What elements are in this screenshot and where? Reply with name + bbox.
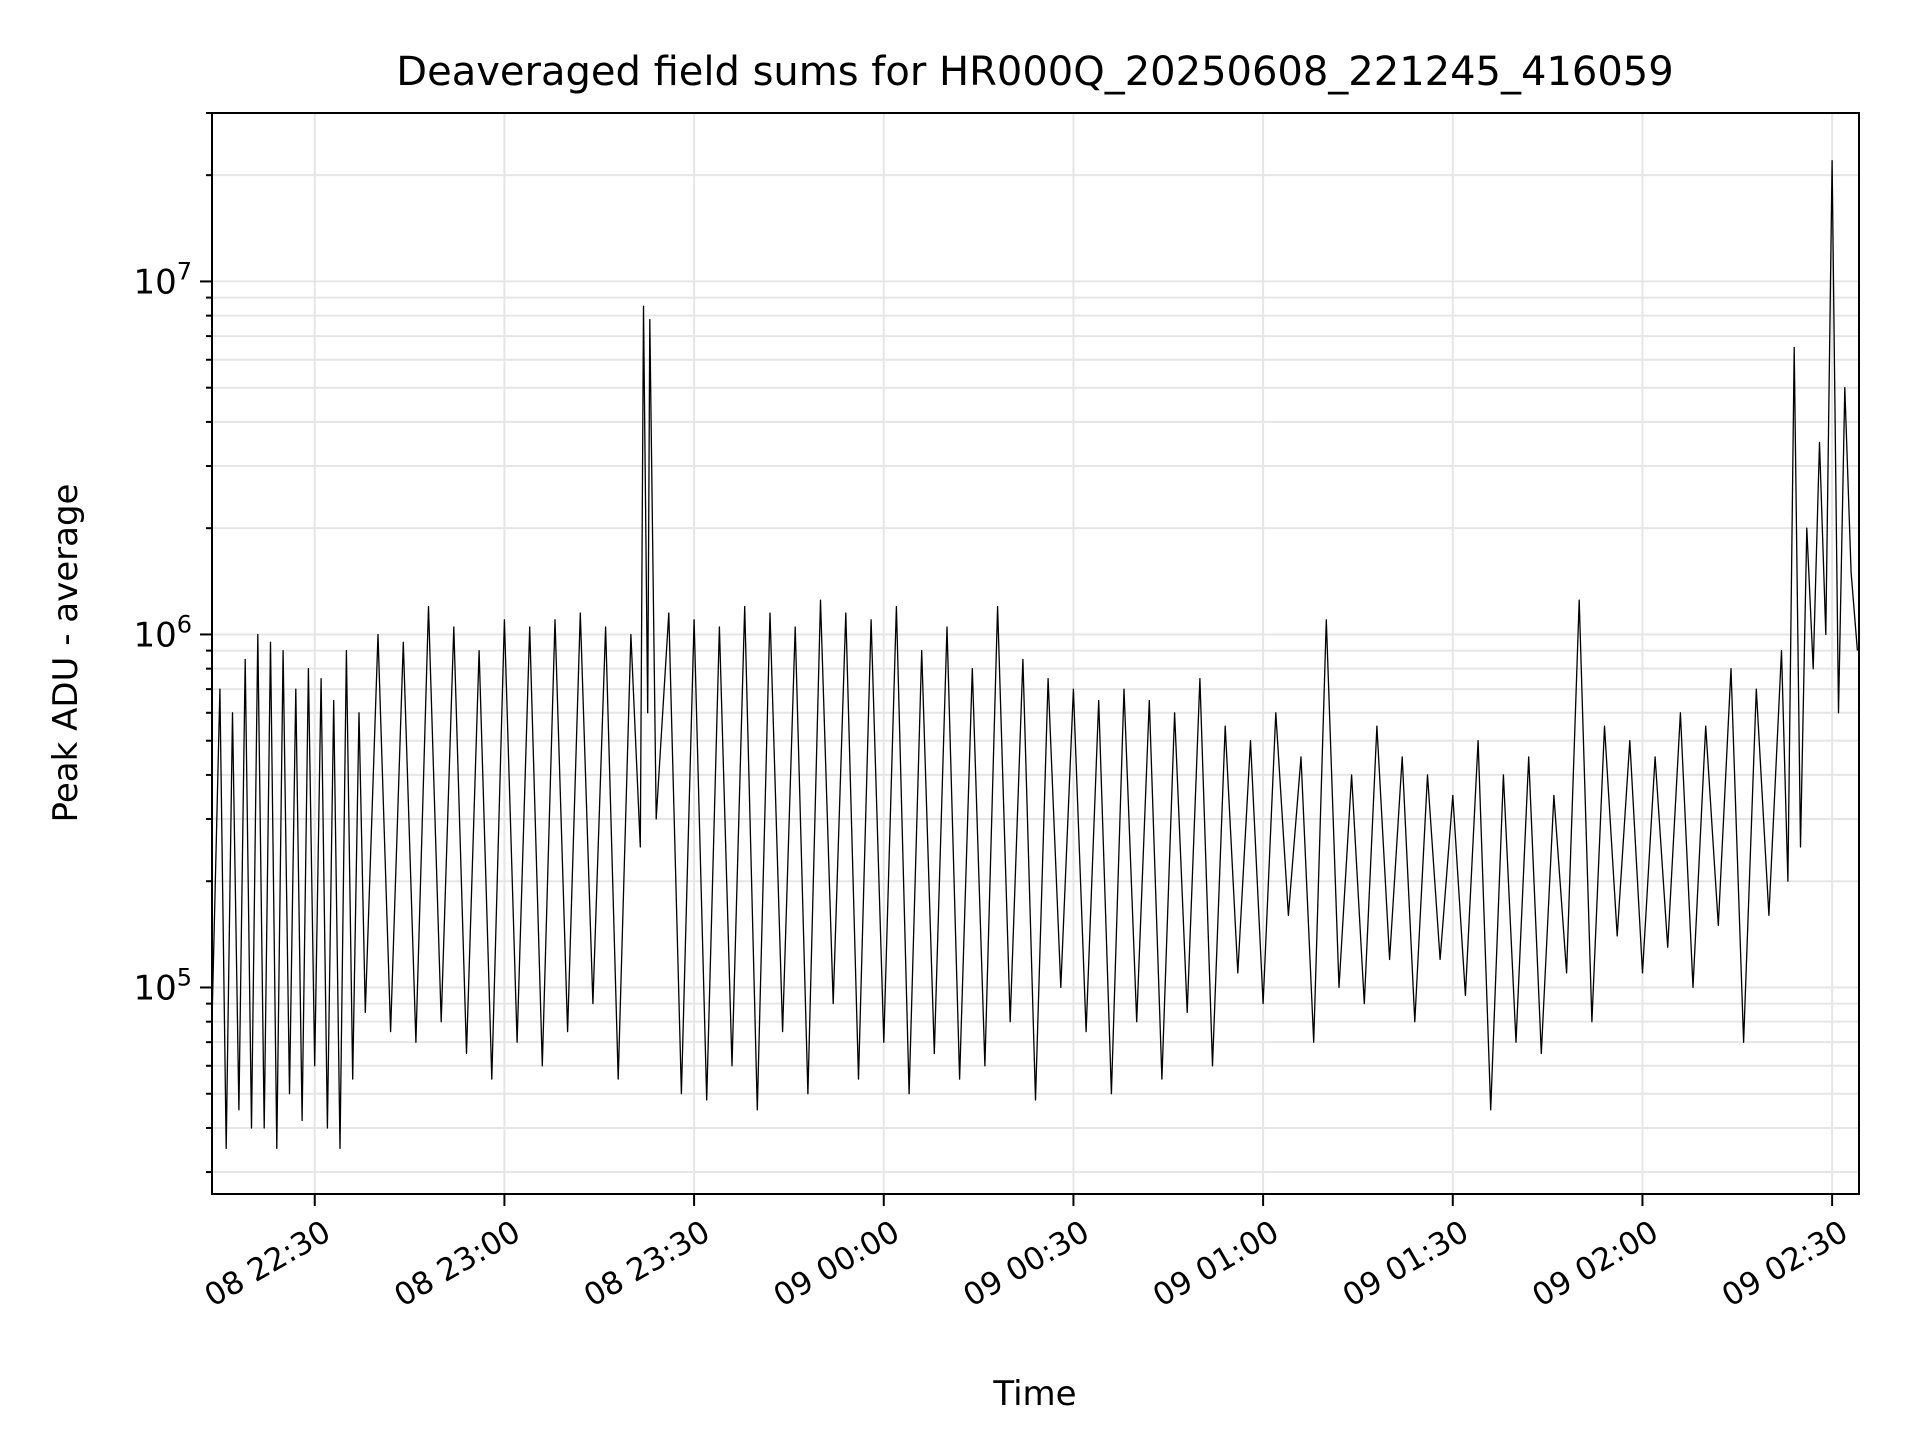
x-tick-label: 09 00:00: [768, 1214, 906, 1314]
y-tick-label: 107: [133, 257, 192, 302]
x-tick-label: 09 02:00: [1526, 1214, 1664, 1314]
x-tick-label: 09 01:00: [1147, 1214, 1285, 1314]
x-axis-label: Time: [992, 1374, 1076, 1414]
grid: [212, 112, 1859, 1194]
y-axis-label: Peak ADU - average: [46, 484, 86, 823]
x-tick-label: 08 23:00: [388, 1214, 526, 1314]
x-tick-label: 08 23:30: [578, 1214, 716, 1314]
y-tick-label: 106: [133, 610, 192, 655]
x-axis: 08 22:30 08 23:00 08 23:30 09 00:00 09 00:30…: [199, 1194, 1854, 1314]
x-tick-label: 09 00:30: [957, 1214, 1095, 1314]
y-tick-label: 105: [133, 963, 192, 1008]
chart-title: Deaveraged field sums for HR000Q_2025060…: [396, 49, 1673, 95]
plot-area: [211, 159, 1859, 1150]
series-line: [211, 159, 1859, 1150]
y-axis: 105 106 107: [133, 112, 212, 1174]
x-tick-label: 08 22:30: [199, 1214, 337, 1314]
plot-frame: [211, 112, 1860, 1195]
x-tick-label: 09 02:30: [1716, 1214, 1854, 1314]
x-tick-label: 09 01:30: [1337, 1214, 1475, 1314]
